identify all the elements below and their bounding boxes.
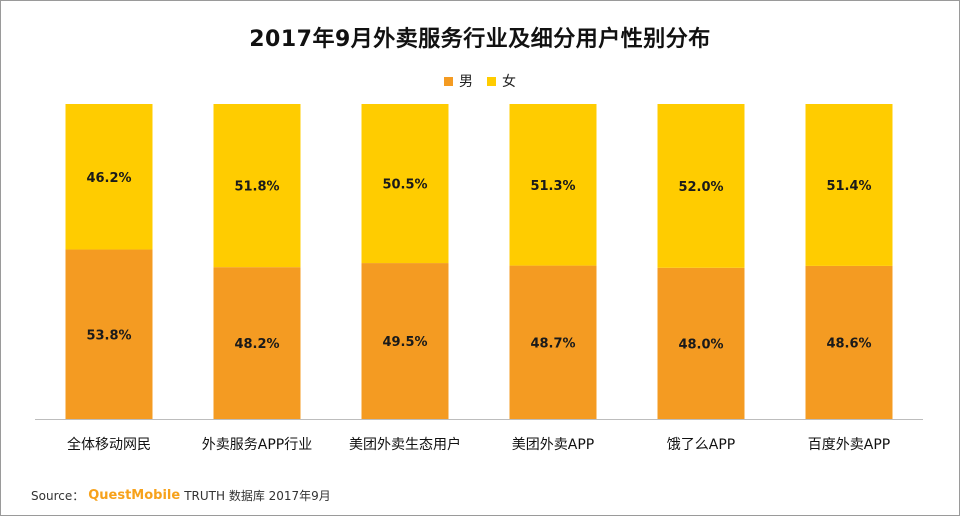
bar-segment-female: [65, 104, 153, 250]
data-label: 53.8%: [86, 328, 131, 343]
data-label: 48.2%: [234, 337, 279, 352]
legend-item-male: 男: [444, 71, 473, 91]
bar-segment-female: [509, 104, 597, 266]
legend-label-male: 男: [459, 74, 473, 90]
bar-segment-male: [805, 265, 893, 419]
category-label: 饿了么APP: [667, 437, 735, 453]
data-label: 48.6%: [826, 336, 871, 351]
bar-segment-male: [657, 267, 745, 419]
bar-segment-female: [657, 104, 745, 268]
bar-segment-male: [65, 249, 153, 419]
category-label: 美团外卖生态用户: [349, 436, 461, 453]
chart-legend: 男 女: [1, 71, 959, 91]
category-label: 美团外卖APP: [512, 437, 594, 453]
data-label: 48.7%: [530, 336, 575, 351]
data-label: 46.2%: [86, 171, 131, 186]
category-label: 全体移动网民: [67, 436, 151, 453]
bar-segment-female: [361, 104, 449, 264]
data-label: 48.0%: [678, 337, 723, 352]
category-label: 外卖服务APP行业: [202, 437, 312, 453]
legend-swatch-male: [444, 76, 453, 86]
source-brand: QuestMobile: [88, 488, 181, 503]
data-label: 50.5%: [382, 178, 427, 193]
chart-title: 2017年9月外卖服务行业及细分用户性别分布: [249, 27, 711, 52]
bar-segment-female: [805, 104, 893, 266]
bar-segment-male: [509, 265, 597, 419]
data-label: 52.0%: [678, 180, 723, 195]
data-label: 51.4%: [826, 179, 871, 194]
source-prefix: Source：: [31, 489, 85, 503]
source-rest: TRUTH 数据库 2017年9月: [184, 489, 331, 503]
data-label: 51.8%: [234, 180, 279, 195]
source-note: Source： QuestMobile TRUTH 数据库 2017年9月: [31, 487, 331, 504]
legend-swatch-female: [487, 76, 496, 86]
bar-segment-female: [213, 104, 301, 268]
legend-label-female: 女: [502, 74, 516, 90]
bar-segment-male: [213, 267, 301, 419]
legend-item-female: 女: [487, 71, 516, 91]
bar-segment-male: [361, 263, 449, 419]
data-label: 49.5%: [382, 335, 427, 350]
data-label: 51.3%: [530, 179, 575, 194]
category-label: 百度外卖APP: [808, 437, 890, 453]
